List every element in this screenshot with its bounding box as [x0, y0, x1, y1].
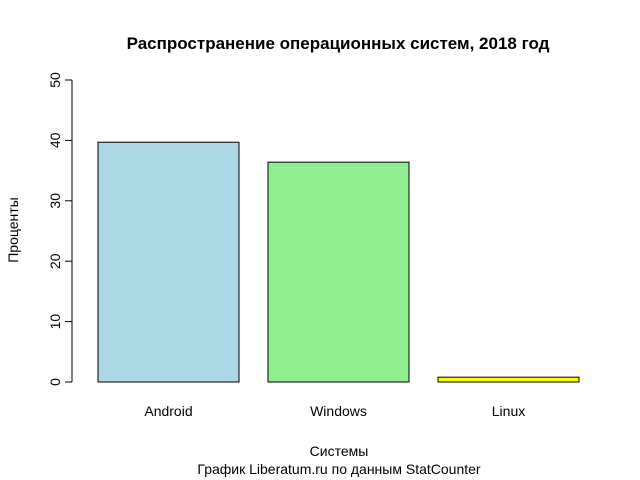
- x-tick-label: Windows: [310, 403, 367, 419]
- x-axis-labels: Android Windows Linux: [144, 403, 525, 419]
- bar-linux: [437, 376, 580, 383]
- bar-windows: [267, 161, 410, 383]
- chart-caption: График Liberatum.ru по данным StatCounte…: [197, 461, 481, 477]
- y-axis: 0 10 20 30 40 50: [47, 72, 73, 386]
- y-tick-label: 20: [47, 253, 63, 269]
- x-tick-label: Linux: [492, 403, 525, 419]
- y-tick-label: 0: [47, 378, 63, 386]
- x-tick-label: Android: [144, 403, 192, 419]
- y-tick-label: 40: [47, 132, 63, 148]
- y-tick-label: 10: [47, 314, 63, 330]
- y-tick-label: 50: [47, 72, 63, 88]
- x-axis-label: Системы: [310, 443, 369, 459]
- y-axis-label: Проценты: [5, 197, 21, 263]
- y-tick-label: 30: [47, 193, 63, 209]
- chart-title: Распространение операционных систем, 201…: [127, 34, 550, 53]
- bar-android: [97, 141, 240, 383]
- bars: [97, 141, 580, 383]
